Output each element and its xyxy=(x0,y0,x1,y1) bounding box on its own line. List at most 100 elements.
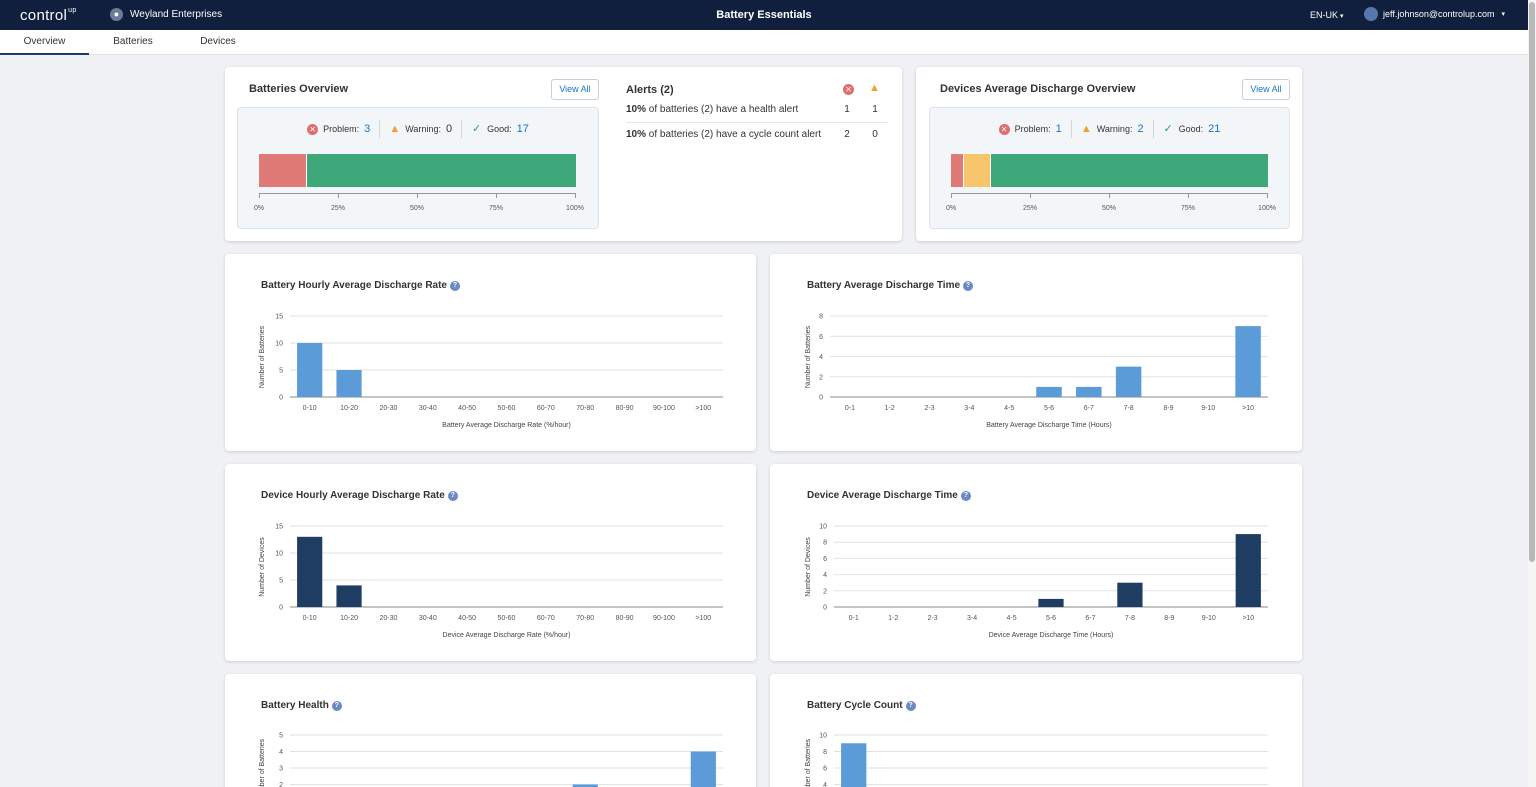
problem-label: Problem: xyxy=(1014,124,1051,134)
chart-title-text: Device Hourly Average Discharge Rate xyxy=(261,490,445,501)
chart-card xyxy=(770,254,1302,451)
help-icon[interactable]: ? xyxy=(331,701,342,711)
good-count: 21 xyxy=(1208,123,1221,135)
devices-distribution-bar[interactable] xyxy=(951,154,1268,187)
help-icon[interactable]: ? xyxy=(963,281,974,291)
good-label: Good: xyxy=(1178,124,1204,134)
problem-label: Problem: xyxy=(323,124,360,134)
chart-title-text: Battery Hourly Average Discharge Rate xyxy=(261,280,447,291)
problem-stat[interactable]: ✕ Problem: 1 xyxy=(990,120,1072,138)
logo-text: control xyxy=(20,7,68,24)
warning-icon: ▲ xyxy=(1080,122,1092,135)
chart-card xyxy=(225,674,756,787)
bar-segment-good[interactable] xyxy=(306,154,576,187)
tab-batteries[interactable]: Batteries xyxy=(113,36,153,47)
warning-icon: ▲ xyxy=(869,82,880,94)
avatar xyxy=(1364,7,1378,21)
batteries-percent-axis: 0% 25% 50% 75% 100% xyxy=(254,193,584,213)
tab-devices[interactable]: Devices xyxy=(200,36,236,47)
alert-problem-count[interactable]: 2 xyxy=(844,129,850,140)
batteries-overview-title: Batteries Overview xyxy=(249,83,349,95)
language-selector[interactable]: EN-UK ▾ xyxy=(1310,10,1344,20)
batteries-stats: ✕ Problem: 3 ▲ Warning: 0 ✓ Good: 17 xyxy=(238,120,598,138)
help-icon[interactable]: ? xyxy=(447,491,458,501)
chart-title: Battery Health? xyxy=(261,700,342,711)
alert-warning-count[interactable]: 0 xyxy=(872,129,878,140)
warning-label: Warning: xyxy=(1096,124,1133,134)
help-icon[interactable]: ? xyxy=(960,491,971,501)
chevron-down-icon: ▾ xyxy=(1340,13,1344,20)
alert-warning-count[interactable]: 1 xyxy=(872,104,878,115)
bar-segment-good[interactable] xyxy=(990,154,1268,187)
axis-tick-label: 0% xyxy=(945,205,957,212)
alert-percent: 10% xyxy=(626,104,647,115)
batteries-distribution-bar[interactable] xyxy=(259,154,576,187)
bar-segment-warning[interactable] xyxy=(964,154,991,187)
good-count: 17 xyxy=(516,123,529,135)
controlup-logo[interactable]: controlup xyxy=(20,7,77,24)
tab-bar: Overview Batteries Devices xyxy=(0,30,1528,55)
axis-tick-label: 0% xyxy=(253,205,265,212)
page-scrollbar[interactable] xyxy=(1528,0,1536,787)
problem-icon: ✕ xyxy=(998,123,1010,135)
chart-title: Battery Cycle Count? xyxy=(807,700,916,711)
chart-title: Device Average Discharge Time? xyxy=(807,490,971,501)
axis-tick-label: 50% xyxy=(1101,205,1117,212)
devices-view-all-button[interactable]: View All xyxy=(1242,79,1290,100)
axis-tick-label: 25% xyxy=(330,205,346,212)
warning-count: 2 xyxy=(1137,123,1144,135)
globe-icon: ● xyxy=(110,8,123,21)
chart-title: Battery Average Discharge Time? xyxy=(807,280,974,291)
scrollbar-thumb[interactable] xyxy=(1529,2,1535,562)
alert-row[interactable]: 10% of batteries (2) have a cycle count … xyxy=(626,123,888,148)
axis-tick-label: 75% xyxy=(488,205,504,212)
axis-tick-label: 100% xyxy=(1258,205,1276,212)
check-icon: ✓ xyxy=(1163,122,1173,135)
chevron-down-icon: ▾ xyxy=(1501,11,1506,18)
axis-tick-label: 75% xyxy=(1180,205,1196,212)
language-label: EN-UK xyxy=(1310,10,1339,20)
good-stat[interactable]: ✓ Good: 17 xyxy=(462,120,538,138)
problem-stat[interactable]: ✕ Problem: 3 xyxy=(298,120,381,138)
user-menu[interactable]: jeff.johnson@controlup.com ▾ xyxy=(1364,7,1505,21)
axis-tick-label: 50% xyxy=(409,205,425,212)
alert-text: of batteries (2) have a cycle count aler… xyxy=(646,129,822,140)
batteries-view-all-button[interactable]: View All xyxy=(551,79,599,100)
bar-segment-problem[interactable] xyxy=(259,154,307,187)
chart-title-text: Battery Cycle Count xyxy=(807,700,903,711)
org-selector[interactable]: ● Weyland Enterprises xyxy=(110,8,222,21)
top-bar: controlup ● Weyland Enterprises Battery … xyxy=(0,0,1528,30)
org-name: Weyland Enterprises xyxy=(130,9,223,20)
good-stat[interactable]: ✓ Good: 21 xyxy=(1154,120,1230,138)
alert-problem-count[interactable]: 1 xyxy=(844,104,850,115)
axis-tick-label: 100% xyxy=(566,205,584,212)
alert-percent: 10% xyxy=(626,129,647,140)
problem-count: 1 xyxy=(1055,123,1062,135)
warning-icon: ▲ xyxy=(389,122,401,135)
problem-count: 3 xyxy=(364,123,371,135)
chart-title-text: Battery Health xyxy=(261,700,329,711)
app-title: Battery Essentials xyxy=(716,9,812,21)
warning-label: Warning: xyxy=(405,124,441,134)
alert-row[interactable]: 10% of batteries (2) have a health alert… xyxy=(626,98,888,123)
chart-title: Device Hourly Average Discharge Rate? xyxy=(261,490,458,501)
chart-card xyxy=(770,674,1302,787)
bar-segment-problem[interactable] xyxy=(951,154,965,187)
alert-text: of batteries (2) have a health alert xyxy=(646,104,799,115)
warning-stat[interactable]: ▲ Warning: 2 xyxy=(1072,120,1154,138)
problem-icon: ✕ xyxy=(307,123,319,135)
good-label: Good: xyxy=(487,124,512,134)
logo-sup: up xyxy=(68,7,77,14)
warning-stat[interactable]: ▲ Warning: 0 xyxy=(380,120,463,138)
help-icon[interactable]: ? xyxy=(450,281,460,291)
tab-overview[interactable]: Overview xyxy=(0,30,89,55)
devices-percent-axis: 0% 25% 50% 75% 100% xyxy=(946,193,1276,213)
axis-tick-label: 25% xyxy=(1022,205,1038,212)
alerts-title: Alerts (2) xyxy=(626,84,674,96)
chart-title-text: Device Average Discharge Time xyxy=(807,490,958,501)
devices-stats: ✕ Problem: 1 ▲ Warning: 2 ✓ Good: 21 xyxy=(930,120,1289,138)
chart-card xyxy=(770,464,1302,661)
user-email: jeff.johnson@controlup.com xyxy=(1383,9,1495,19)
chart-title: Battery Hourly Average Discharge Rate? xyxy=(261,280,460,291)
help-icon[interactable]: ? xyxy=(905,701,916,711)
